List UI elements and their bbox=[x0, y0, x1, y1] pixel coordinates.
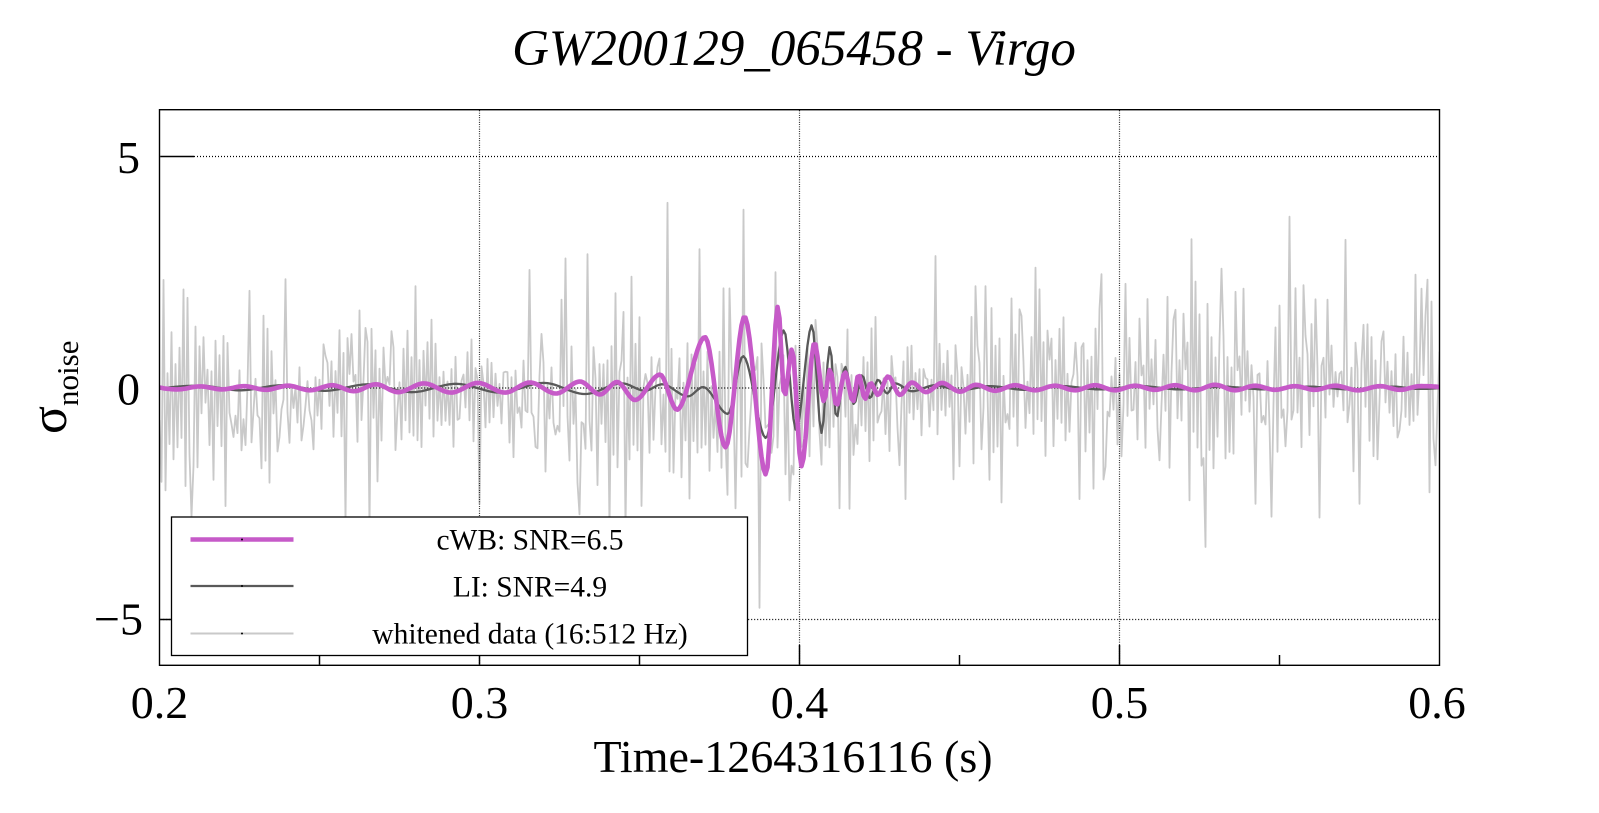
svg-text:whitened data (16:512 Hz): whitened data (16:512 Hz) bbox=[372, 619, 687, 651]
svg-text:Time-1264316116 (s): Time-1264316116 (s) bbox=[593, 731, 992, 782]
svg-text:0.4: 0.4 bbox=[771, 677, 829, 728]
svg-text:−5: −5 bbox=[94, 594, 143, 645]
svg-text:LI: SNR=4.9: LI: SNR=4.9 bbox=[453, 572, 607, 604]
svg-text:0.5: 0.5 bbox=[1091, 677, 1149, 728]
svg-text:σnoise: σnoise bbox=[21, 341, 85, 434]
svg-text:0.3: 0.3 bbox=[451, 677, 509, 728]
svg-text:5: 5 bbox=[117, 132, 140, 183]
svg-text:0.2: 0.2 bbox=[131, 677, 189, 728]
svg-text:0.6: 0.6 bbox=[1408, 677, 1466, 728]
svg-text:0: 0 bbox=[117, 363, 140, 414]
svg-text:cWB: SNR=6.5: cWB: SNR=6.5 bbox=[436, 525, 623, 557]
svg-text:GW200129_065458 - Virgo: GW200129_065458 - Virgo bbox=[512, 21, 1076, 77]
